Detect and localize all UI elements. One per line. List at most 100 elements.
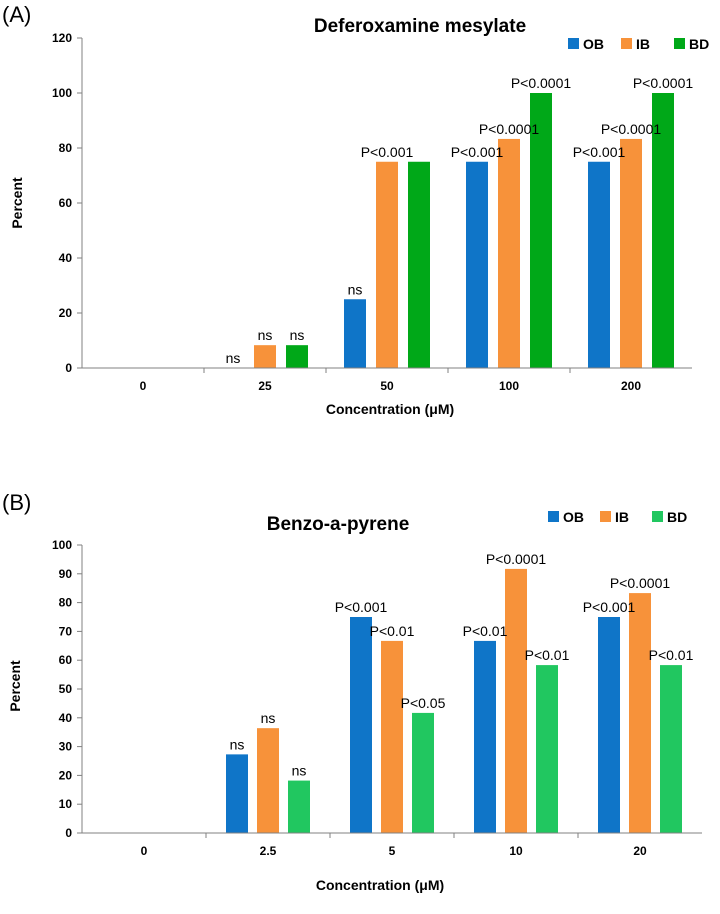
bar-ob-50 <box>344 299 366 368</box>
bar-bd-200 <box>652 93 674 368</box>
legend-swatch-ob <box>548 511 559 522</box>
bar-bd-100 <box>530 93 552 368</box>
bar-bd-5 <box>412 712 434 833</box>
bar-ib-20 <box>629 593 651 833</box>
data-label-ob-25: ns <box>226 350 241 366</box>
y-axis-label-a: Percent <box>9 177 25 229</box>
x-axis-ticks-a: 0 25 50 100 200 <box>140 368 641 393</box>
y-tick-label-b: 30 <box>59 740 73 754</box>
y-axis-label-b: Percent <box>7 660 23 712</box>
data-label-bd-20: P<0.01 <box>649 647 694 663</box>
bar-ob-20 <box>598 617 620 833</box>
bar-ob-5 <box>350 617 372 833</box>
bar-ib-25 <box>254 345 276 368</box>
legend-swatch-ob <box>568 38 579 49</box>
data-labels-b: nsnsnsP<0.001P<0.01P<0.05P<0.01P<0.0001P… <box>230 551 694 779</box>
legend-b: OB IB BD <box>548 509 687 525</box>
data-label-ob-50: ns <box>348 281 363 297</box>
chart-panel-a: (A) Deferoxamine mesylate Percent Concen… <box>2 2 709 417</box>
y-tick-label-a: 20 <box>59 306 73 320</box>
data-label-ob-5: P<0.001 <box>335 599 388 615</box>
x-axis-label-b: Concentration (μM) <box>316 877 444 893</box>
panel-label-b: (B) <box>2 490 31 515</box>
x-axis-label-a: Concentration (μM) <box>326 401 454 417</box>
x-tick-label-a: 50 <box>380 379 394 393</box>
legend-label-ib: IB <box>636 36 650 52</box>
bar-ib-2-5 <box>257 728 279 833</box>
data-label-ob-100: P<0.001 <box>451 144 504 160</box>
data-label-ob-2-5: ns <box>230 736 245 752</box>
data-label-ib-5: P<0.01 <box>370 623 415 639</box>
bars-b <box>226 568 682 833</box>
legend-swatch-bd <box>674 38 685 49</box>
x-tick-label-b: 5 <box>389 844 396 858</box>
y-tick-label-b: 90 <box>59 567 73 581</box>
data-label-ib-10: P<0.0001 <box>486 551 547 567</box>
data-label-ob-10: P<0.01 <box>463 623 508 639</box>
legend-swatch-ib <box>621 38 632 49</box>
y-tick-label-b: 80 <box>59 596 73 610</box>
legend-label-bd: BD <box>667 509 687 525</box>
data-label-ib-20: P<0.0001 <box>610 575 671 591</box>
y-tick-label-b: 100 <box>52 538 72 552</box>
data-label-bd-2-5: ns <box>292 763 307 779</box>
y-tick-label-b: 70 <box>59 624 73 638</box>
x-tick-label-a: 0 <box>140 379 147 393</box>
bar-ob-200 <box>588 161 610 368</box>
bar-ob-10 <box>474 640 496 833</box>
y-tick-label-a: 0 <box>65 361 72 375</box>
data-label-ib-100: P<0.0001 <box>479 121 540 137</box>
bar-bd-10 <box>536 665 558 833</box>
bar-ob-2-5 <box>226 754 248 833</box>
x-tick-label-b: 0 <box>141 844 148 858</box>
y-tick-label-a: 40 <box>59 251 73 265</box>
y-tick-label-a: 60 <box>59 196 73 210</box>
bar-ib-200 <box>620 138 642 368</box>
bar-ib-100 <box>498 138 520 368</box>
chart-panel-b: (B) Benzo-a-pyrene Percent Concentration… <box>2 490 702 893</box>
data-label-bd-200: P<0.0001 <box>633 75 694 91</box>
x-axis-ticks-b: 0 2.5 5 10 20 <box>141 833 647 858</box>
bar-ob-100 <box>466 161 488 368</box>
legend-label-ob: OB <box>563 509 584 525</box>
data-label-bd-25: ns <box>290 327 305 343</box>
y-tick-label-b: 60 <box>59 653 73 667</box>
data-label-bd-100: P<0.0001 <box>511 75 572 91</box>
chart-title-a: Deferoxamine mesylate <box>314 16 526 37</box>
legend-a: OB IB BD <box>568 36 709 52</box>
x-tick-label-b: 20 <box>633 844 647 858</box>
x-tick-label-b: 10 <box>509 844 523 858</box>
bar-bd-20 <box>660 665 682 833</box>
panel-label-a: (A) <box>2 2 31 27</box>
legend-label-ob: OB <box>583 36 604 52</box>
x-tick-label-a: 200 <box>621 379 641 393</box>
bars-a <box>254 93 674 368</box>
legend-label-bd: BD <box>689 36 709 52</box>
y-tick-label-b: 20 <box>59 768 73 782</box>
bar-ib-10 <box>505 568 527 833</box>
data-label-ib-200: P<0.0001 <box>601 121 662 137</box>
data-label-ib-50: P<0.001 <box>361 144 414 160</box>
data-label-bd-10: P<0.01 <box>525 647 570 663</box>
legend-swatch-bd <box>652 511 663 522</box>
y-tick-label-a: 100 <box>52 86 72 100</box>
x-tick-label-a: 100 <box>499 379 519 393</box>
x-tick-label-a: 25 <box>258 379 272 393</box>
data-label-ib-2-5: ns <box>261 710 276 726</box>
y-tick-label-b: 10 <box>59 797 73 811</box>
legend-swatch-ib <box>600 511 611 522</box>
bar-bd-25 <box>286 345 308 368</box>
data-label-ob-200: P<0.001 <box>573 144 626 160</box>
data-label-ob-20: P<0.001 <box>583 599 636 615</box>
y-tick-label-b: 40 <box>59 711 73 725</box>
data-labels-a: ns ns ns ns P<0.001 P<0.001 P<0.0001 P<0.0001 P<… <box>226 75 694 366</box>
bar-ib-50 <box>376 161 398 368</box>
chart-title-b: Benzo-a-pyrene <box>267 514 410 535</box>
x-tick-label-b: 2.5 <box>260 844 277 858</box>
legend-label-ib: IB <box>615 509 629 525</box>
y-axis-ticks-b: 0 10 20 30 40 50 60 70 80 90 100 <box>52 538 82 840</box>
y-axis-ticks-a: 0 20 40 60 80 100 120 <box>52 31 82 375</box>
y-tick-label-a: 120 <box>52 31 72 45</box>
data-label-ib-25: ns <box>258 327 273 343</box>
